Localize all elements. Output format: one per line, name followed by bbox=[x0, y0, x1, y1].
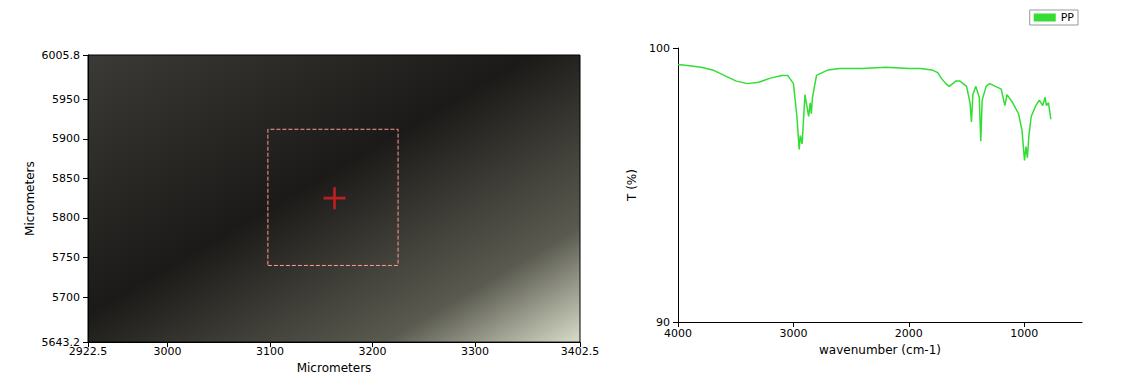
svg-text:5643.2: 5643.2 bbox=[41, 335, 80, 349]
svg-text:5950: 5950 bbox=[52, 93, 80, 106]
svg-text:5900: 5900 bbox=[52, 132, 80, 145]
svg-text:5800: 5800 bbox=[52, 211, 80, 224]
svg-text:90: 90 bbox=[656, 315, 670, 329]
svg-text:Micrometers: Micrometers bbox=[23, 161, 37, 236]
svg-text:3000: 3000 bbox=[153, 345, 181, 358]
svg-text:5700: 5700 bbox=[52, 291, 80, 304]
svg-text:Micrometers: Micrometers bbox=[297, 361, 372, 375]
svg-text:6005.8: 6005.8 bbox=[42, 49, 81, 62]
svg-text:2000: 2000 bbox=[895, 327, 923, 340]
svg-text:5850: 5850 bbox=[52, 172, 80, 185]
svg-text:PP: PP bbox=[1061, 11, 1075, 24]
svg-text:3100: 3100 bbox=[256, 345, 284, 358]
svg-text:3402.5: 3402.5 bbox=[561, 345, 600, 358]
svg-text:1000: 1000 bbox=[1010, 327, 1038, 340]
svg-text:wavenumber (cm-1): wavenumber (cm-1) bbox=[819, 343, 941, 357]
svg-text:3300: 3300 bbox=[461, 345, 489, 358]
svg-text:3000: 3000 bbox=[779, 327, 807, 340]
svg-text:T (%): T (%) bbox=[625, 169, 639, 202]
svg-text:3200: 3200 bbox=[358, 345, 386, 358]
svg-text:100: 100 bbox=[649, 42, 670, 55]
svg-text:2922.5: 2922.5 bbox=[69, 345, 108, 358]
svg-text:5750: 5750 bbox=[52, 251, 80, 264]
svg-text:4000: 4000 bbox=[664, 327, 692, 340]
